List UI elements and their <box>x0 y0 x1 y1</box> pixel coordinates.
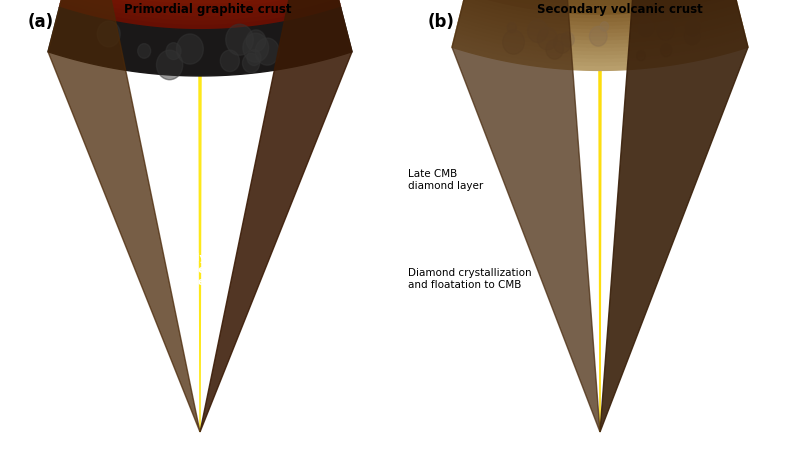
Circle shape <box>527 20 548 42</box>
Circle shape <box>686 19 700 36</box>
Polygon shape <box>597 0 603 432</box>
Polygon shape <box>61 0 339 26</box>
Circle shape <box>507 22 517 33</box>
Polygon shape <box>458 19 742 45</box>
Circle shape <box>600 22 609 31</box>
Polygon shape <box>466 0 734 11</box>
Polygon shape <box>460 12 740 37</box>
Circle shape <box>247 50 261 66</box>
Polygon shape <box>457 26 743 52</box>
Circle shape <box>246 30 266 52</box>
Circle shape <box>661 44 672 57</box>
Polygon shape <box>200 0 352 432</box>
Text: (b): (b) <box>428 13 455 31</box>
Circle shape <box>637 51 646 61</box>
Text: Secondary volcanic crust: Secondary volcanic crust <box>537 4 703 17</box>
Polygon shape <box>65 0 335 9</box>
Polygon shape <box>452 44 748 70</box>
Polygon shape <box>462 5 738 30</box>
Text: Primordial graphite crust: Primordial graphite crust <box>124 4 292 17</box>
Circle shape <box>177 34 203 64</box>
Polygon shape <box>454 33 746 59</box>
Polygon shape <box>458 22 742 49</box>
Text: Diamond crystallization
and floatation to CMB: Diamond crystallization and floatation t… <box>408 268 532 290</box>
Polygon shape <box>466 0 734 15</box>
Polygon shape <box>462 1 738 27</box>
Circle shape <box>166 43 181 59</box>
Polygon shape <box>600 0 748 432</box>
Polygon shape <box>66 0 334 4</box>
Polygon shape <box>463 0 737 23</box>
Circle shape <box>502 30 525 54</box>
Polygon shape <box>62 0 338 17</box>
Circle shape <box>538 27 558 50</box>
Text: Improbable early
diamond layer: Improbable early diamond layer <box>0 449 1 450</box>
Circle shape <box>638 19 654 37</box>
Circle shape <box>157 50 182 80</box>
Circle shape <box>684 27 700 45</box>
Circle shape <box>657 21 674 40</box>
Polygon shape <box>63 0 337 13</box>
Polygon shape <box>454 37 746 63</box>
Circle shape <box>226 24 254 55</box>
Circle shape <box>242 54 260 73</box>
Polygon shape <box>62 0 338 22</box>
Circle shape <box>138 44 150 58</box>
Polygon shape <box>459 16 741 41</box>
Polygon shape <box>455 30 745 56</box>
Circle shape <box>590 27 607 46</box>
Text: (a): (a) <box>28 13 54 31</box>
Polygon shape <box>461 9 739 34</box>
Polygon shape <box>48 7 352 76</box>
Circle shape <box>546 40 563 59</box>
Polygon shape <box>59 3 341 30</box>
Polygon shape <box>198 0 202 432</box>
Polygon shape <box>452 0 600 432</box>
Circle shape <box>98 21 120 47</box>
Polygon shape <box>465 0 735 19</box>
Polygon shape <box>48 0 200 432</box>
Circle shape <box>220 50 239 72</box>
Polygon shape <box>453 40 747 67</box>
Circle shape <box>561 32 574 47</box>
Circle shape <box>255 38 279 65</box>
Polygon shape <box>469 0 731 1</box>
Circle shape <box>554 34 570 53</box>
Circle shape <box>243 33 269 62</box>
Text: Late CMB
diamond layer: Late CMB diamond layer <box>408 169 483 191</box>
Text: Fully
molten
core: Fully molten core <box>170 253 214 287</box>
Polygon shape <box>468 0 732 6</box>
